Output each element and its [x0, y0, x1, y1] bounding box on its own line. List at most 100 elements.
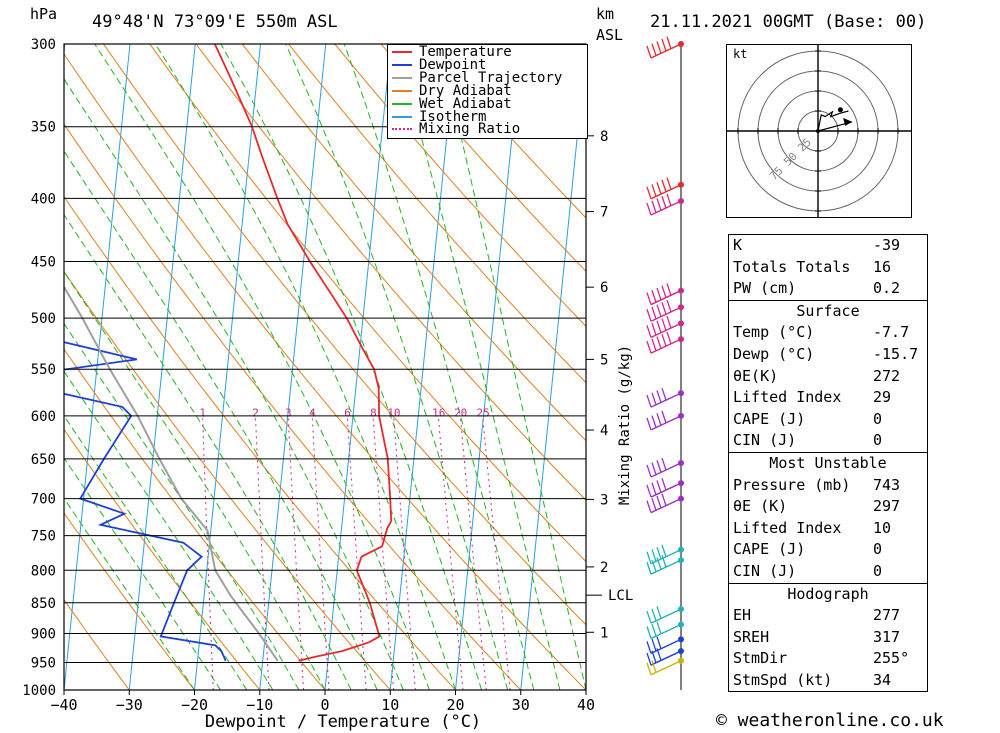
wind-barb	[646, 606, 684, 624]
mixing-ratio-axis-label: Mixing Ratio (g/kg)	[617, 345, 633, 505]
wind-barb-feather	[656, 390, 662, 403]
pressure-tick-label: 850	[31, 596, 56, 612]
wet-adiabat-line	[394, 44, 561, 690]
legend-item: Parcel Trajectory	[392, 71, 562, 85]
wind-barb-feather	[646, 652, 652, 666]
wet-adiabat-line	[64, 150, 378, 690]
wind-barb-feather	[656, 648, 662, 661]
wind-barb-feather	[651, 290, 657, 303]
wind-barb-feather	[666, 299, 672, 313]
x-tick-label: 0	[320, 696, 329, 714]
km-tick-label: 5	[600, 352, 608, 368]
isotherm-line	[324, 44, 392, 690]
legend-item: Dewpoint	[392, 56, 487, 73]
wind-barb-feather	[661, 195, 667, 209]
mixing-ratio-label: 20	[454, 406, 467, 419]
wind-barb-staff	[650, 608, 682, 624]
mu-cin-row: CIN (J) 0	[733, 561, 883, 580]
legend-label: Dry Adiabat	[419, 82, 512, 99]
wind-barb-feather	[666, 36, 672, 50]
wind-barb-feather	[656, 287, 662, 301]
wind-barb	[646, 316, 684, 339]
wind-barb-feather	[646, 292, 652, 305]
wind-barb-feather	[646, 309, 652, 322]
most-unstable-section-title: Most Unstable	[729, 451, 927, 475]
wind-barb	[646, 193, 684, 216]
temperature-line	[213, 44, 393, 662]
wind-barb-feather	[646, 394, 652, 408]
wind-barb-feather	[661, 38, 667, 52]
dry-adiabat-line	[241, 44, 586, 442]
plot-frame	[63, 43, 587, 691]
wind-barb-feather	[651, 184, 657, 197]
stmdir-row: StmDir 255°	[733, 649, 910, 668]
wet-adiabat-line	[343, 44, 535, 690]
wind-barb-feather	[656, 336, 662, 349]
isotherm-line	[128, 44, 196, 690]
pressure-tick-label: 650	[31, 452, 56, 468]
legend-swatch	[392, 128, 412, 131]
wet-adiabat-line	[154, 44, 456, 690]
legend-label: Mixing Ratio	[419, 121, 521, 138]
wind-barb-feather	[646, 202, 652, 216]
dry-adiabat-line	[64, 512, 195, 690]
legend-label: Temperature	[419, 44, 512, 60]
x-tick-label: 10	[381, 696, 399, 714]
wind-barb-feather	[646, 340, 652, 354]
wind-barb-feather	[646, 45, 652, 59]
wind-barb-feather	[656, 41, 662, 54]
wind-barb-feather	[646, 484, 652, 498]
wind-barb-feather	[651, 638, 657, 652]
dry-adiabat-line	[64, 598, 130, 690]
wind-barb-feather	[666, 331, 672, 345]
sreh-row: SREH 317	[733, 627, 901, 646]
pressure-tick-label: 500	[31, 311, 56, 327]
legend-item: Wet Adiabat	[392, 97, 512, 111]
wind-barb-feather	[656, 460, 662, 473]
wind-barb-feather	[651, 462, 657, 475]
wind-barb	[646, 493, 684, 514]
legend-item: Mixing Ratio	[392, 121, 521, 138]
km-tick-label: 8	[600, 129, 608, 145]
wind-barb-feather	[661, 493, 667, 506]
k-index-row: K -39	[733, 236, 901, 254]
asl-unit-label: ASL	[596, 26, 624, 44]
wind-barb-feather	[656, 413, 662, 426]
wind-barb-feather	[651, 200, 657, 213]
dry-adiabat-line	[380, 44, 586, 273]
wind-barb-feather	[651, 650, 657, 663]
wind-barb-feather	[651, 306, 657, 320]
km-tick-label: 2	[600, 560, 608, 576]
surface-dewp-row: Dewp (°C) -15.7	[733, 344, 919, 363]
pressure-tick-label: 750	[31, 529, 56, 545]
pressure-tick-label: 800	[31, 563, 56, 579]
x-axis-title: Dewpoint / Temperature (°C)	[205, 712, 481, 732]
surface-theta-e-row: θE(K) 272	[733, 366, 901, 385]
x-tick-label: −30	[116, 696, 143, 714]
isotherm-line	[520, 46, 586, 690]
wind-barb-feather	[646, 561, 652, 575]
location-title: 49°48'N 73°09'E 550m ASL	[92, 12, 338, 32]
wet-adiabat-line	[64, 322, 300, 690]
legend-item: Dry Adiabat	[392, 82, 512, 99]
mixing-ratio-line	[254, 415, 270, 690]
wind-barb	[646, 299, 684, 322]
wind-barb	[646, 636, 684, 655]
x-tick-label: −10	[246, 696, 273, 714]
wind-barb-feather	[656, 480, 662, 493]
wind-barb-feather	[656, 606, 662, 619]
x-tick-label: −20	[181, 696, 208, 714]
wind-barb-feather	[656, 636, 662, 650]
mixing-ratio-label: 8	[370, 406, 377, 419]
legend-label: Dewpoint	[419, 56, 487, 73]
wind-barb-feather	[646, 662, 652, 675]
mixing-ratio-label: 25	[476, 406, 489, 419]
legend-swatch	[392, 51, 412, 53]
copyright-link[interactable]: © weatheronline.co.uk	[716, 710, 944, 731]
legend-swatch	[392, 89, 412, 92]
legend-swatch	[392, 115, 412, 118]
eh-row: EH 277	[733, 606, 901, 625]
pw-row: PW (cm) 0.2	[733, 279, 901, 298]
pressure-tick-label: 950	[31, 655, 56, 671]
